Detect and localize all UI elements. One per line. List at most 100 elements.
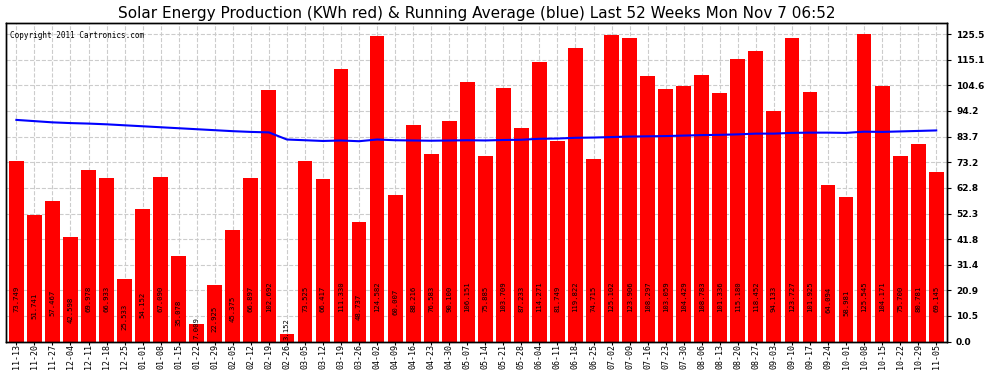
Text: 108.783: 108.783 [699, 282, 705, 312]
Text: 22.925: 22.925 [212, 305, 218, 332]
Text: 101.925: 101.925 [807, 282, 813, 312]
Bar [568, 48, 583, 342]
Bar [604, 35, 619, 342]
Bar [821, 184, 836, 342]
Text: 114.271: 114.271 [537, 282, 543, 312]
Text: 25.533: 25.533 [122, 304, 128, 330]
Text: 123.727: 123.727 [789, 282, 795, 312]
Text: 111.330: 111.330 [338, 282, 345, 312]
Text: 42.598: 42.598 [67, 297, 73, 323]
Bar [893, 156, 908, 342]
Bar [424, 154, 439, 342]
Text: 103.709: 103.709 [500, 282, 506, 312]
Text: 75.885: 75.885 [482, 286, 488, 312]
Text: 7.009: 7.009 [194, 317, 200, 339]
Bar [117, 279, 132, 342]
Bar [298, 162, 313, 342]
Bar [388, 195, 403, 342]
Bar [550, 141, 565, 342]
Bar [622, 38, 637, 342]
Bar [748, 51, 763, 342]
Text: 94.133: 94.133 [771, 286, 777, 312]
Text: 102.692: 102.692 [266, 282, 272, 312]
Text: 74.715: 74.715 [590, 286, 597, 312]
Text: 64.094: 64.094 [825, 287, 831, 314]
Text: 54.152: 54.152 [140, 291, 146, 318]
Text: 69.145: 69.145 [934, 286, 940, 312]
Bar [226, 231, 241, 342]
Bar [676, 86, 691, 342]
Bar [875, 86, 889, 342]
Text: 66.897: 66.897 [248, 286, 253, 312]
Text: 123.906: 123.906 [627, 282, 633, 312]
Text: 101.336: 101.336 [717, 282, 723, 312]
Bar [766, 111, 781, 342]
Text: 119.822: 119.822 [572, 282, 578, 312]
Bar [207, 285, 222, 342]
Bar [406, 126, 421, 342]
Bar [713, 93, 728, 342]
Text: 60.007: 60.007 [392, 289, 398, 315]
Text: 124.582: 124.582 [374, 282, 380, 312]
Bar [532, 62, 546, 342]
Bar [27, 215, 42, 342]
Text: 69.978: 69.978 [85, 286, 91, 312]
Bar [784, 39, 799, 342]
Bar [641, 76, 655, 342]
Text: 80.781: 80.781 [915, 286, 921, 312]
Text: Copyright 2011 Cartronics.com: Copyright 2011 Cartronics.com [10, 31, 145, 40]
Bar [460, 81, 474, 342]
Text: 58.981: 58.981 [843, 290, 849, 316]
Bar [586, 159, 601, 342]
Text: 81.749: 81.749 [554, 286, 560, 312]
Bar [911, 144, 926, 342]
Bar [839, 197, 853, 342]
Bar [189, 324, 204, 342]
Text: 51.741: 51.741 [32, 292, 38, 319]
Text: 108.297: 108.297 [644, 282, 650, 312]
Bar [316, 179, 331, 342]
Bar [929, 172, 943, 342]
Text: 3.152: 3.152 [284, 318, 290, 340]
Text: 125.545: 125.545 [861, 282, 867, 312]
Bar [244, 178, 258, 342]
Text: 75.700: 75.700 [897, 286, 903, 312]
Text: 67.090: 67.090 [157, 286, 163, 312]
Text: 66.933: 66.933 [104, 286, 110, 312]
Text: 48.737: 48.737 [356, 294, 362, 320]
Bar [514, 128, 529, 342]
Text: 125.102: 125.102 [609, 282, 615, 312]
Text: 87.233: 87.233 [519, 286, 525, 312]
Text: 73.749: 73.749 [14, 286, 20, 312]
Bar [279, 334, 294, 342]
Text: 76.583: 76.583 [429, 286, 435, 312]
Bar [46, 201, 59, 342]
Text: 103.059: 103.059 [662, 282, 668, 312]
Text: 106.151: 106.151 [464, 282, 470, 312]
Text: 66.417: 66.417 [320, 286, 326, 312]
Bar [171, 256, 186, 342]
Bar [81, 170, 96, 342]
Text: 57.467: 57.467 [50, 290, 55, 316]
Bar [803, 92, 818, 342]
Bar [658, 89, 673, 342]
Text: 35.078: 35.078 [175, 300, 182, 326]
Bar [99, 178, 114, 342]
Bar [694, 75, 709, 342]
Bar [496, 87, 511, 342]
Bar [856, 34, 871, 342]
Bar [478, 156, 493, 342]
Bar [261, 90, 276, 342]
Text: 73.525: 73.525 [302, 286, 308, 312]
Bar [334, 69, 348, 342]
Bar [136, 209, 150, 342]
Text: 90.100: 90.100 [446, 286, 452, 312]
Title: Solar Energy Production (KWh red) & Running Average (blue) Last 52 Weeks Mon Nov: Solar Energy Production (KWh red) & Runn… [118, 6, 835, 21]
Bar [442, 121, 456, 342]
Bar [63, 237, 78, 342]
Text: 118.452: 118.452 [752, 282, 759, 312]
Text: 104.429: 104.429 [681, 282, 687, 312]
Bar [731, 59, 745, 342]
Text: 88.216: 88.216 [410, 286, 416, 312]
Text: 115.180: 115.180 [735, 282, 741, 312]
